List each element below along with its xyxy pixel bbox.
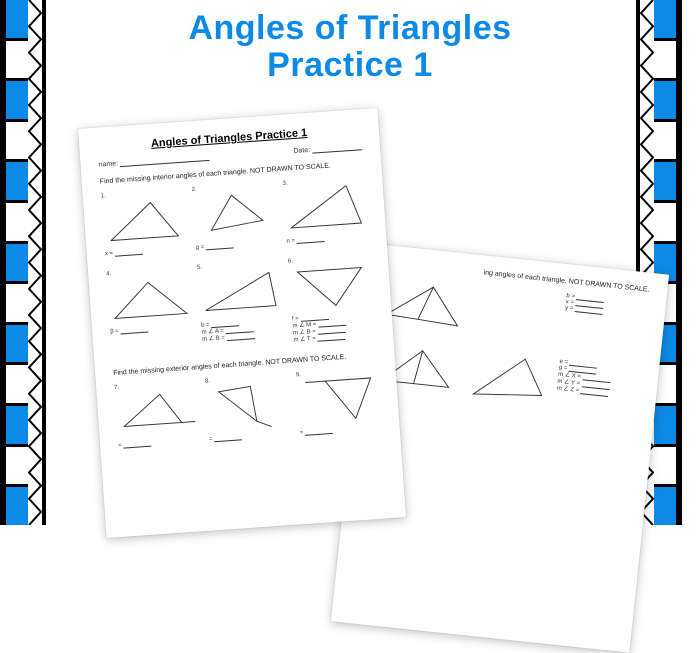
triangle-icon xyxy=(283,181,368,235)
answer-block: b = x = y = xyxy=(561,293,648,353)
triangle-icon xyxy=(205,379,290,433)
triangle-icon xyxy=(114,385,199,439)
triangle-icon xyxy=(296,373,381,427)
triangle-icon xyxy=(464,349,550,405)
problem-cell: 7.= xyxy=(114,379,200,449)
problem-cell: 9.= xyxy=(296,367,382,437)
title-line2: Practice 1 xyxy=(0,47,700,84)
problem-cell: 6.f = m ∠ M = m ∠ B = m ∠ T = xyxy=(288,253,376,344)
problem-cell: 2.g = xyxy=(191,181,277,251)
problem-cell xyxy=(464,349,551,409)
answer-block: e = g = m ∠ X = m ∠ Y = m ∠ Z = xyxy=(554,359,641,419)
problem-cell: 8.= xyxy=(205,373,291,443)
problem-cell: 1.x = xyxy=(101,188,187,258)
date-label: Date: xyxy=(293,143,362,155)
problem-cell: 4.β = xyxy=(106,266,194,357)
problem-row: e = g = m ∠ X = m ∠ Y = m ∠ Z = xyxy=(373,340,641,419)
triangle-icon xyxy=(381,274,467,330)
problem-cell xyxy=(380,274,467,334)
triangle-icon xyxy=(101,194,186,248)
problem-cell: 3.n = xyxy=(282,175,368,245)
page-title: Angles of Triangles Practice 1 xyxy=(0,10,700,85)
problem-row-1: 1.x = 2.g = 3.n = xyxy=(101,175,369,257)
triangle-icon xyxy=(197,265,282,319)
problem-row-2: 4.β = 5.b = m ∠ A = m ∠ B = 6.f = m ∠ M … xyxy=(106,253,375,356)
problem-row-3: 7.= 8.= 9.= xyxy=(114,367,382,449)
worksheet-front: Angles of Triangles Practice 1 name: Dat… xyxy=(78,108,406,538)
name-label: name: xyxy=(98,154,210,169)
triangle-icon xyxy=(106,272,191,326)
triangle-icon xyxy=(288,259,373,313)
title-line1: Angles of Triangles xyxy=(0,10,700,47)
problem-cell: 5.b = m ∠ A = m ∠ B = xyxy=(197,259,285,350)
triangle-icon xyxy=(192,187,277,241)
